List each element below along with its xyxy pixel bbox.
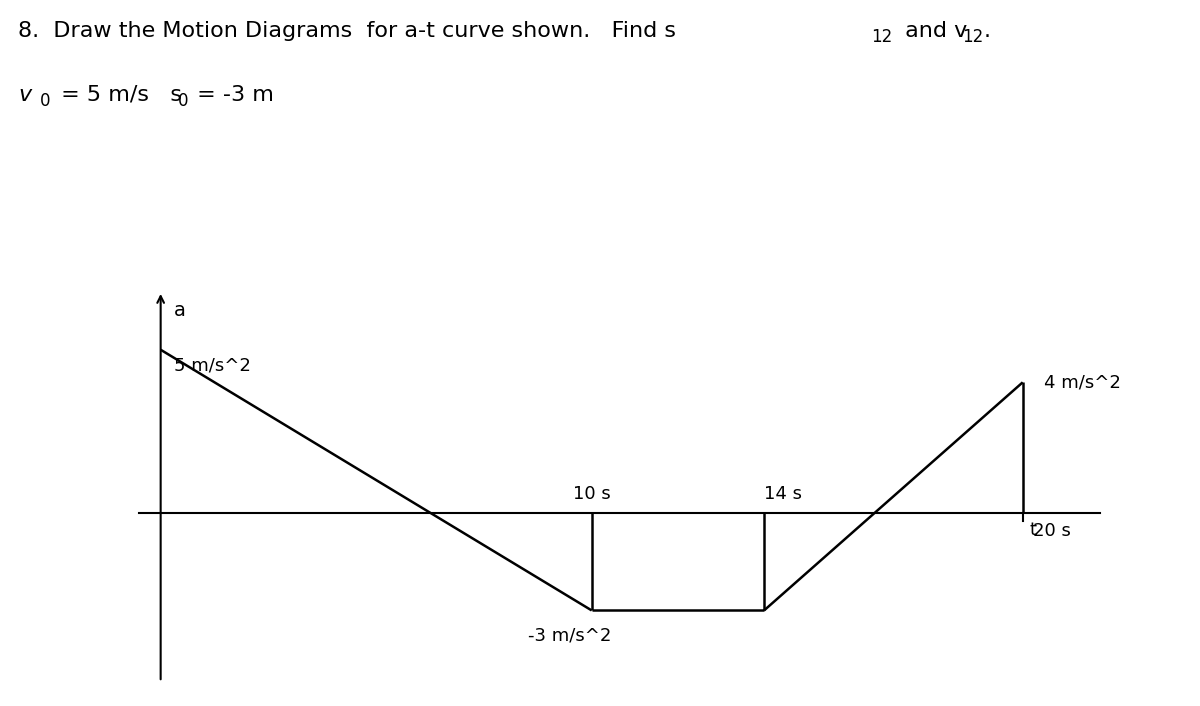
- Text: 20 s: 20 s: [1033, 522, 1072, 540]
- Text: 5 m/s^2: 5 m/s^2: [174, 357, 251, 374]
- Text: a: a: [174, 301, 186, 320]
- Text: 10 s: 10 s: [572, 485, 611, 503]
- Text: .: .: [984, 21, 991, 41]
- Text: v: v: [18, 85, 31, 104]
- Text: 8.  Draw the Motion Diagrams  for a-t curve shown.   Find s: 8. Draw the Motion Diagrams for a-t curv…: [18, 21, 676, 41]
- Text: 4 m/s^2: 4 m/s^2: [1044, 373, 1121, 391]
- Text: 0: 0: [40, 92, 50, 109]
- Text: 14 s: 14 s: [764, 485, 802, 503]
- Text: 0: 0: [178, 92, 188, 109]
- Text: 12: 12: [871, 28, 893, 46]
- Text: 12: 12: [962, 28, 984, 46]
- Text: = -3 m: = -3 m: [190, 85, 274, 104]
- Text: = 5 m/s   s: = 5 m/s s: [54, 85, 182, 104]
- Text: t: t: [1030, 521, 1036, 539]
- Text: -3 m/s^2: -3 m/s^2: [528, 627, 612, 645]
- Text: and v: and v: [898, 21, 967, 41]
